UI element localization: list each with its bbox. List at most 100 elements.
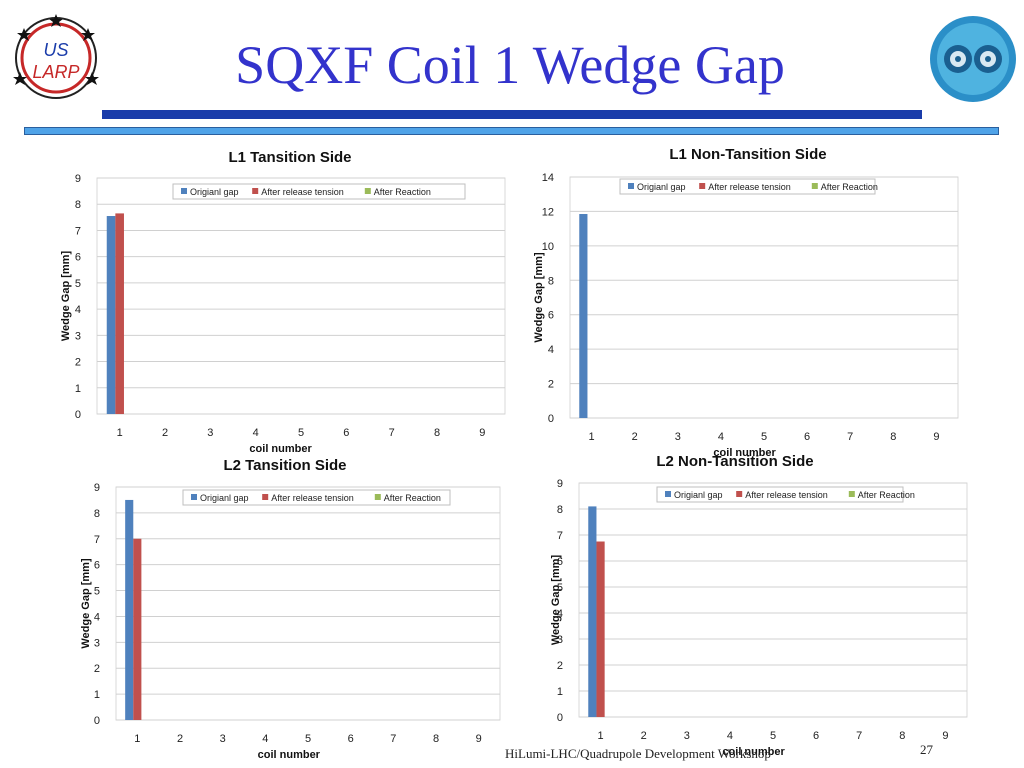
chart-l2-non-transition-side: L2 Non-Tansition Side 0 1 2 3 4 5 6 7 8 9 1 2 3 4 5 6 7 8 9…	[545, 450, 975, 760]
plot-area	[578, 482, 968, 718]
y-axis-label: Wedge Gap [mm]	[550, 555, 562, 646]
legend-swatch	[181, 188, 187, 194]
y-tick-label: 6	[94, 560, 100, 572]
y-tick-label: 3	[75, 330, 81, 342]
y-tick-label: 3	[94, 637, 100, 649]
y-tick-label: 5	[94, 586, 100, 598]
x-tick-label: 2	[632, 431, 638, 443]
legend-label: After Reaction	[858, 490, 915, 500]
x-tick-label: 8	[890, 431, 896, 443]
x-tick-label: 7	[856, 730, 862, 742]
y-tick-label: 4	[94, 611, 100, 623]
chart-l1-non-transition-side: L1 Non-Tansition Side 0 2 4 6 8 10 12 14 1 2 3 4 5 6 7 8…	[530, 140, 970, 460]
y-axis-label: Wedge Gap [mm]	[60, 251, 72, 342]
y-tick-label: 6	[75, 252, 81, 264]
bar-1-coil-1	[579, 214, 588, 418]
x-tick-label: 3	[207, 427, 213, 439]
x-tick-label: 7	[389, 427, 395, 439]
y-tick-label: 6	[557, 556, 563, 568]
x-tick-label: 5	[305, 733, 311, 745]
page-number: 27	[920, 742, 933, 757]
x-tick-label: 2	[177, 733, 183, 745]
x-tick-label: 3	[220, 733, 226, 745]
x-tick-label: 4	[727, 730, 733, 742]
legend-swatch	[699, 183, 706, 189]
magnet-logo	[930, 16, 1016, 102]
y-tick-label: 8	[548, 275, 554, 287]
legend-box	[619, 178, 876, 195]
chart-l2-transition-side: L2 Tansition Side 0 1 2 3 4 5 6 7 8 9 1 2 3 4 5 6 7 8 9 Orig…	[75, 453, 515, 763]
x-tick-label: 5	[770, 730, 776, 742]
legend-label: After release tension	[261, 187, 344, 197]
y-tick-label: 9	[557, 478, 563, 490]
y-tick-label: 9	[75, 173, 81, 185]
x-tick-label: 1	[588, 431, 594, 443]
x-tick-label: 7	[847, 431, 853, 443]
legend-label: Origianl gap	[200, 493, 249, 503]
chart-title: L2 Tansition Side	[223, 457, 346, 474]
legend-swatch	[665, 491, 671, 497]
y-tick-label: 2	[94, 663, 100, 675]
plot-area	[569, 176, 959, 419]
x-tick-label: 9	[479, 427, 485, 439]
x-tick-label: 7	[390, 733, 396, 745]
y-tick-label: 2	[548, 379, 554, 391]
legend-label: After Reaction	[374, 187, 431, 197]
logo-larp-text: LARP	[32, 62, 79, 82]
x-tick-label: 1	[134, 733, 140, 745]
y-tick-label: 8	[557, 504, 563, 516]
x-tick-label: 4	[718, 431, 724, 443]
plot-area	[115, 486, 501, 721]
y-tick-label: 12	[542, 206, 554, 218]
y-tick-label: 10	[542, 241, 554, 253]
chart-title: L2 Non-Tansition Side	[656, 453, 813, 470]
y-tick-label: 0	[75, 409, 81, 421]
legend-swatch	[811, 183, 818, 189]
y-tick-label: 7	[94, 534, 100, 546]
x-tick-label: 6	[348, 733, 354, 745]
y-tick-label: 2	[75, 357, 81, 369]
y-tick-label: 0	[548, 413, 554, 425]
x-tick-label: 5	[298, 427, 304, 439]
legend-swatch	[191, 494, 197, 500]
legend-label: After Reaction	[384, 493, 441, 503]
legend-label: After release tension	[708, 182, 791, 192]
y-tick-label: 0	[94, 715, 100, 727]
x-tick-label: 3	[675, 431, 681, 443]
title-divider-band	[24, 127, 999, 135]
chart-title: L1 Tansition Side	[228, 149, 351, 166]
chart-l1-transition-side: L1 Tansition Side 0 1 2 3 4 5 6 7 8 9 1 2 3 4 5 6 7 8 9 Orig…	[55, 140, 515, 460]
chart-svg: L1 Tansition Side 0 1 2 3 4 5 6 7 8 9 1 2 3 4 5 6 7 8 9 Orig…	[60, 149, 506, 455]
y-axis-label: Wedge Gap [mm]	[533, 252, 545, 343]
chart-svg: L2 Non-Tansition Side 0 1 2 3 4 5 6 7 8 9 1 2 3 4 5 6 7 8 9…	[550, 453, 968, 758]
legend-swatch	[252, 188, 259, 194]
y-tick-label: 5	[75, 278, 81, 290]
y-tick-label: 8	[94, 508, 100, 520]
chart-title: L1 Non-Tansition Side	[669, 146, 826, 163]
legend-swatch	[364, 188, 371, 194]
us-larp-logo: US LARP	[13, 14, 99, 99]
x-tick-label: 1	[117, 427, 123, 439]
legend-label: Origianl gap	[674, 490, 723, 500]
x-tick-label: 8	[899, 730, 905, 742]
x-tick-label: 8	[433, 733, 439, 745]
legend-label: Origianl gap	[637, 182, 686, 192]
x-tick-label: 6	[813, 730, 819, 742]
y-tick-label: 4	[75, 304, 81, 316]
legend-box	[656, 486, 904, 503]
x-tick-label: 6	[804, 431, 810, 443]
bar-2-coil-1	[596, 541, 605, 717]
legend-label: Origianl gap	[190, 187, 239, 197]
y-tick-label: 8	[75, 199, 81, 211]
y-tick-label: 5	[557, 582, 563, 594]
x-axis-label: coil number	[713, 447, 776, 459]
chart-svg: L2 Tansition Side 0 1 2 3 4 5 6 7 8 9 1 2 3 4 5 6 7 8 9 Orig…	[80, 457, 501, 761]
bar-1-coil-1	[588, 506, 597, 717]
y-tick-label: 7	[75, 225, 81, 237]
legend-label: After release tension	[745, 490, 828, 500]
y-tick-label: 1	[557, 686, 563, 698]
y-tick-label: 1	[75, 383, 81, 395]
x-tick-label: 8	[434, 427, 440, 439]
y-tick-label: 7	[557, 530, 563, 542]
